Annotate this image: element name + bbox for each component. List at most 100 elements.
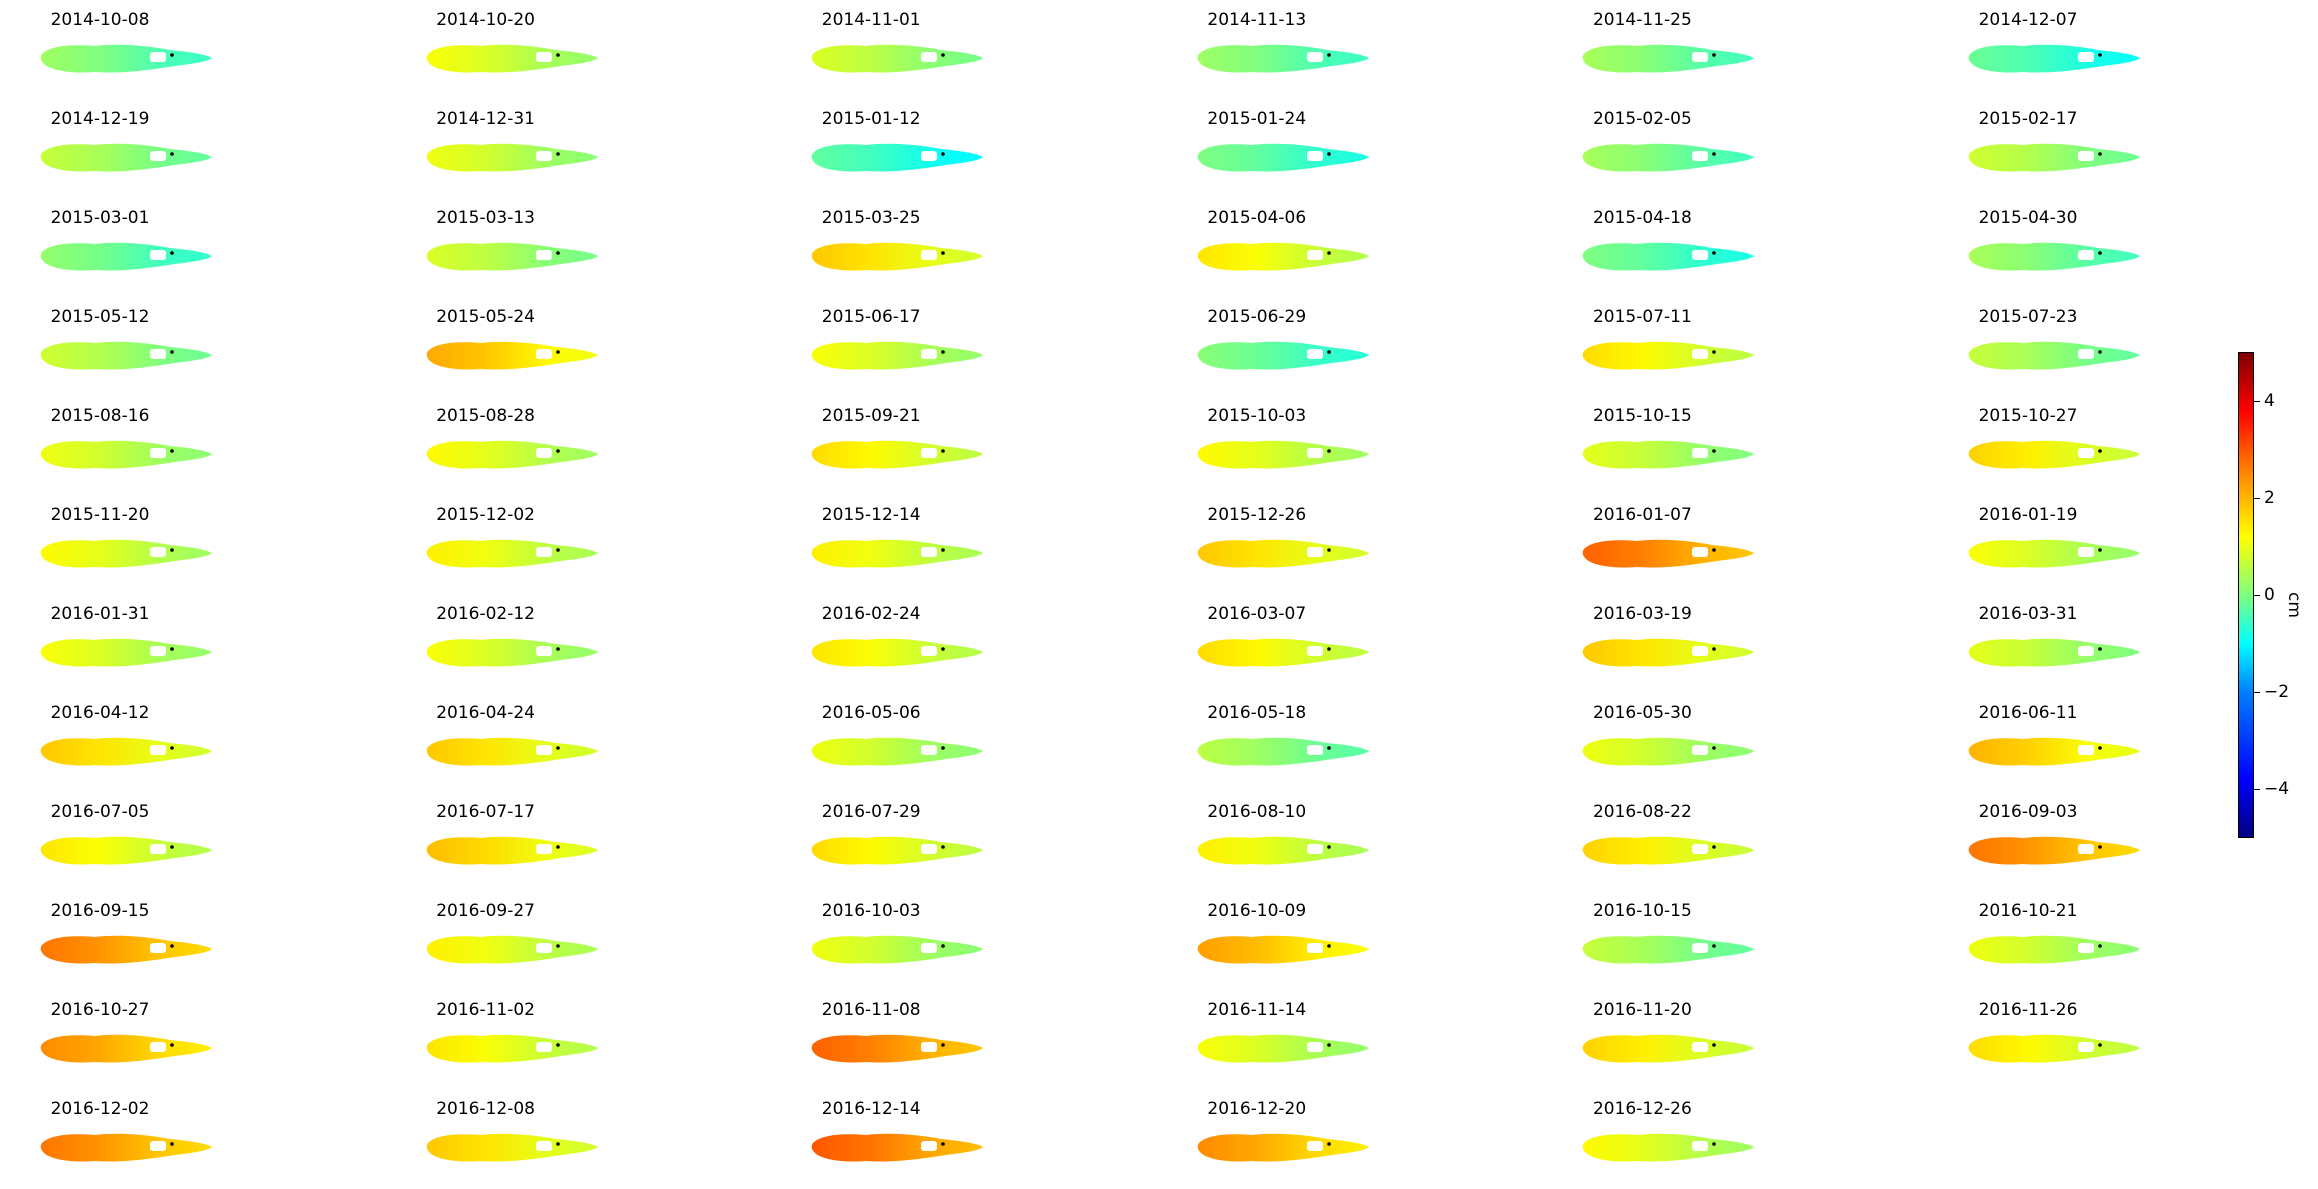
landmass-shape <box>40 737 212 766</box>
reference-point-marker <box>1712 746 1717 750</box>
reference-point-marker <box>1326 53 1331 57</box>
panel-title: 2015-12-02 <box>436 505 535 525</box>
landmass-shape <box>1197 44 1369 73</box>
reference-point-marker <box>170 944 174 948</box>
masked-area <box>535 646 552 656</box>
masked-area <box>921 151 938 161</box>
deformation-map <box>1583 935 1755 964</box>
deformation-map <box>1197 935 1369 964</box>
reference-point-marker <box>941 647 945 651</box>
panel-title: 2016-11-02 <box>436 1000 535 1020</box>
landmass-shape <box>1583 143 1755 172</box>
masked-area <box>150 1042 166 1052</box>
panel-title: 2015-01-12 <box>821 109 921 129</box>
deformation-map <box>40 638 212 667</box>
map-panel: 2016-03-19 <box>1552 604 1772 694</box>
deformation-map <box>1197 836 1369 865</box>
deformation-map <box>426 737 598 766</box>
landmass-shape <box>40 1034 212 1063</box>
map-panel: 2016-08-10 <box>1167 802 1387 892</box>
landmass-shape <box>426 539 598 568</box>
deformation-map <box>40 143 212 172</box>
map-panel: 2016-09-27 <box>396 901 616 991</box>
panel-title: 2016-06-11 <box>1978 703 2078 723</box>
reference-point-marker <box>941 845 945 849</box>
landmass-shape <box>40 341 212 370</box>
landmass-shape <box>1968 935 2140 964</box>
landmass-shape <box>1968 242 2140 271</box>
reference-point-marker <box>941 251 945 255</box>
panel-title: 2014-12-19 <box>50 109 150 129</box>
panel-title: 2015-08-28 <box>436 406 535 426</box>
panel-title: 2015-08-16 <box>50 406 150 426</box>
masked-area <box>535 547 552 557</box>
map-panel: 2015-10-15 <box>1552 406 1772 496</box>
landmass-shape <box>1197 1034 1369 1063</box>
panel-title: 2015-12-26 <box>1207 505 1307 525</box>
landmass-shape <box>811 539 984 568</box>
reference-point-marker <box>1326 449 1331 453</box>
panel-title: 2015-06-29 <box>1207 307 1307 327</box>
map-panel: 2015-05-24 <box>396 307 616 397</box>
deformation-map <box>40 737 212 766</box>
colorbar: 4 2 0 −2 −4 cm <box>2238 352 2318 842</box>
landmass-shape <box>1197 737 1369 766</box>
map-panel: 2014-12-19 <box>10 109 230 199</box>
map-panel: 2016-01-07 <box>1552 505 1772 595</box>
landmass-shape <box>1583 737 1755 766</box>
deformation-map <box>811 935 984 964</box>
map-panel: 2015-01-12 <box>781 109 1001 199</box>
deformation-map <box>40 1133 212 1162</box>
colorbar-tick <box>2254 788 2260 790</box>
masked-area <box>2078 1042 2094 1052</box>
reference-point-marker <box>2098 548 2102 552</box>
landmass-shape <box>1583 242 1755 271</box>
landmass-shape <box>1583 1034 1755 1063</box>
masked-area <box>921 943 938 953</box>
landmass-shape <box>1197 440 1369 469</box>
reference-point-marker <box>555 746 560 750</box>
masked-area <box>1692 448 1709 458</box>
deformation-map <box>40 836 212 865</box>
panel-title: 2016-11-14 <box>1207 1000 1307 1020</box>
colorbar-tick-label: −2 <box>2264 681 2290 702</box>
masked-area <box>1306 448 1323 458</box>
landmass-shape <box>40 440 212 469</box>
map-panel: 2016-12-20 <box>1167 1099 1387 1189</box>
panel-title: 2016-01-07 <box>1592 505 1692 525</box>
landmass-shape <box>1583 341 1755 370</box>
reference-point-marker <box>1326 845 1331 849</box>
masked-area <box>2078 151 2094 161</box>
map-panel: 2016-04-12 <box>10 703 230 793</box>
map-panel: 2016-10-15 <box>1552 901 1772 991</box>
landmass-shape <box>1197 935 1369 964</box>
map-panel: 2016-10-09 <box>1167 901 1387 991</box>
panel-title: 2015-05-12 <box>50 307 150 327</box>
deformation-map <box>1197 1133 1369 1162</box>
map-panel: 2014-11-25 <box>1552 10 1772 100</box>
landmass-shape <box>811 1133 984 1162</box>
reference-point-marker <box>1326 647 1331 651</box>
deformation-map <box>811 1133 984 1162</box>
reference-point-marker <box>170 845 174 849</box>
landmass-shape <box>1968 143 2140 172</box>
deformation-map <box>40 440 212 469</box>
panel-title: 2016-07-05 <box>50 802 150 822</box>
panel-title: 2014-11-13 <box>1207 10 1307 30</box>
deformation-map <box>1197 539 1369 568</box>
masked-area <box>535 52 552 62</box>
reference-point-marker <box>1712 944 1717 948</box>
landmass-shape <box>40 143 212 172</box>
map-panel: 2016-03-07 <box>1167 604 1387 694</box>
landmass-shape <box>811 440 984 469</box>
reference-point-marker <box>1326 1142 1331 1146</box>
landmass-shape <box>1583 638 1755 667</box>
map-panel: 2016-03-31 <box>1938 604 2158 694</box>
map-panel: 2015-04-06 <box>1167 208 1387 298</box>
map-panel: 2016-05-06 <box>781 703 1001 793</box>
panel-title: 2015-03-01 <box>50 208 150 228</box>
map-panel: 2015-01-24 <box>1167 109 1387 199</box>
panel-title: 2016-05-30 <box>1592 703 1692 723</box>
reference-point-marker <box>2098 251 2102 255</box>
